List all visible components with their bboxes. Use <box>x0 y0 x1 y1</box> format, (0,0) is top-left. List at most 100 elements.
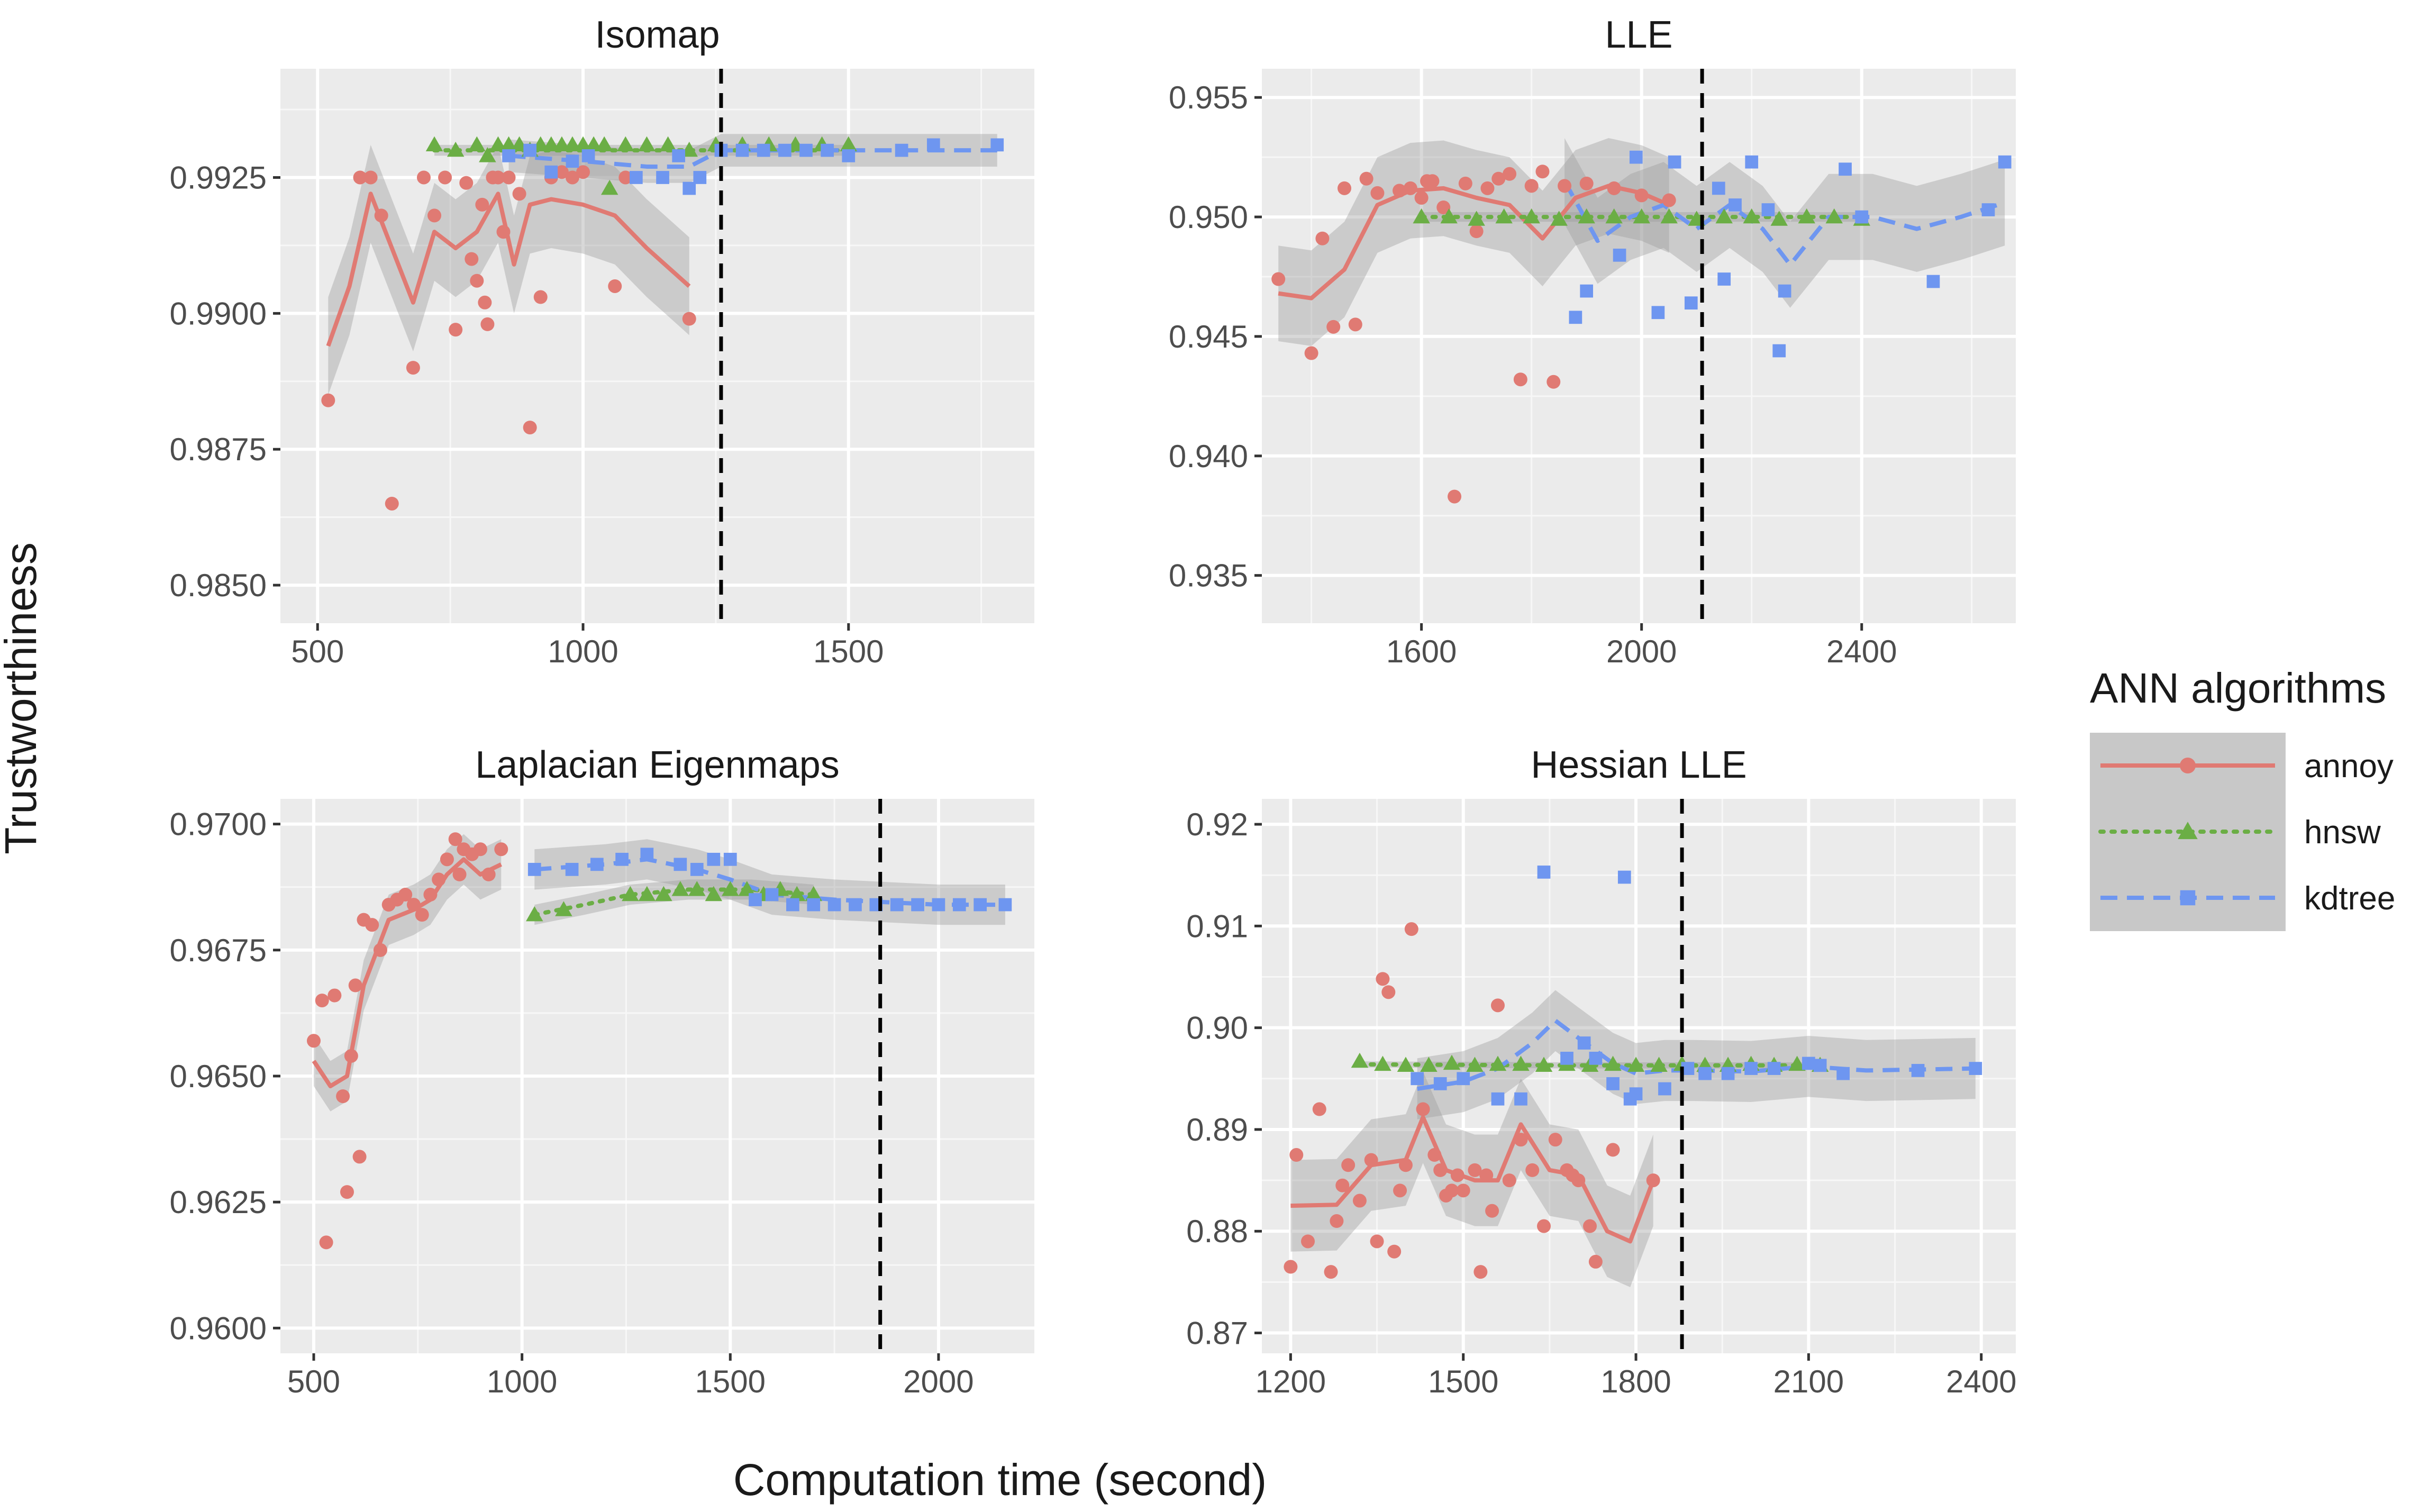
data-point-annoy <box>1370 1234 1384 1249</box>
data-point-kdtree <box>1651 306 1665 320</box>
data-point-kdtree <box>630 171 643 184</box>
data-point-kdtree <box>1537 866 1551 879</box>
data-point-hnsw <box>1523 208 1540 224</box>
data-point-annoy <box>1398 1158 1413 1172</box>
data-point-kdtree <box>821 143 834 157</box>
data-point-annoy <box>1370 186 1385 200</box>
data-point-kdtree <box>974 898 987 912</box>
data-point-hnsw <box>1440 208 1458 224</box>
data-point-annoy <box>480 317 495 331</box>
tick-label-x: 2000 <box>1606 634 1677 669</box>
data-point-hnsw <box>1604 1055 1622 1071</box>
tick-label-x: 1600 <box>1386 634 1457 669</box>
data-point-annoy <box>1376 972 1390 986</box>
data-point-kdtree <box>1629 1087 1643 1101</box>
tick-label-y: 0.9900 <box>169 296 267 331</box>
data-point-kdtree <box>786 898 799 912</box>
data-point-hnsw <box>1798 208 1815 224</box>
data-point-kdtree <box>932 898 945 912</box>
tick-label-y: 0.950 <box>1169 199 1248 235</box>
data-point-annoy <box>306 1034 321 1048</box>
data-point-annoy <box>438 170 452 185</box>
data-point-kdtree <box>911 898 924 912</box>
data-point-hnsw <box>468 136 486 152</box>
data-point-annoy <box>1381 985 1396 999</box>
data-point-kdtree <box>849 898 862 912</box>
panel-title: LLE <box>1605 14 1672 56</box>
data-point-annoy <box>618 170 633 185</box>
data-point-kdtree <box>1684 296 1698 310</box>
data-point-annoy <box>1416 1102 1430 1116</box>
y-axis-title: Trustworthiness <box>0 542 46 854</box>
data-point-annoy <box>385 496 399 511</box>
data-point-annoy <box>1546 375 1561 389</box>
plot-area <box>1271 138 2012 504</box>
data-point-kdtree <box>952 898 966 912</box>
data-point-hnsw <box>1627 1056 1645 1072</box>
data-point-annoy <box>1606 1143 1620 1157</box>
data-point-annoy <box>416 170 431 185</box>
data-point-hnsw <box>1512 1055 1530 1071</box>
data-point-hnsw <box>1374 1055 1391 1071</box>
data-point-hnsw <box>1770 211 1788 226</box>
data-point-annoy <box>374 208 388 223</box>
data-point-annoy <box>1513 372 1527 387</box>
data-point-kdtree <box>827 898 841 912</box>
tick-label-y: 0.940 <box>1169 439 1248 474</box>
data-point-hnsw <box>525 906 543 922</box>
data-point-annoy <box>1583 1219 1597 1233</box>
data-point-hnsw <box>1743 208 1760 224</box>
panel-title: Isomap <box>595 14 720 56</box>
data-point-annoy <box>373 943 387 957</box>
panel-2: 1600 2000 2400 0.935 0.940 0.945 0.950 0.955 LLE <box>1169 14 2016 669</box>
data-point-annoy <box>1433 1163 1448 1177</box>
data-point-hnsw <box>1397 1056 1415 1072</box>
data-point-annoy <box>1387 1244 1402 1259</box>
data-point-annoy <box>348 978 362 992</box>
data-point-annoy <box>1335 1178 1350 1192</box>
data-point-annoy <box>1535 165 1550 179</box>
data-point-annoy <box>1393 184 1407 198</box>
data-point-hnsw <box>1420 1056 1438 1072</box>
data-point-annoy <box>1502 1173 1516 1188</box>
data-point-annoy <box>1271 272 1286 286</box>
data-point-kdtree <box>1969 1062 1982 1075</box>
data-point-annoy <box>608 279 622 293</box>
data-point-annoy <box>1503 167 1517 181</box>
data-point-hnsw <box>1788 1055 1806 1071</box>
data-point-kdtree <box>1855 210 1869 224</box>
data-point-annoy <box>1525 1163 1540 1177</box>
data-point-kdtree <box>1745 155 1759 169</box>
data-point-hnsw <box>1715 208 1733 224</box>
panel-4: 1200 1500 1800 2100 2400 0.87 0.88 0.89 0.90 0.91… <box>1186 744 2016 1399</box>
smooth-line-hnsw <box>532 887 816 917</box>
data-point-annoy <box>1289 1148 1304 1162</box>
tick-label-y: 0.89 <box>1186 1112 1248 1147</box>
data-point-annoy <box>523 421 537 435</box>
data-point-annoy <box>1485 1204 1499 1218</box>
data-point-annoy <box>1473 1265 1488 1279</box>
data-point-kdtree <box>1767 1062 1781 1075</box>
plot-area <box>306 832 1012 1250</box>
data-point-annoy <box>473 842 487 857</box>
data-point-kdtree <box>672 149 685 162</box>
data-point-annoy <box>1479 1168 1494 1182</box>
data-point-hnsw <box>425 136 443 152</box>
data-point-kdtree <box>842 149 856 162</box>
data-point-annoy <box>565 170 579 185</box>
data-point-annoy <box>1646 1173 1660 1188</box>
legend: ANN algorithms annoy hnsw kdtree <box>2090 664 2395 931</box>
data-point-hnsw <box>659 136 677 152</box>
tick-label-y: 0.945 <box>1169 319 1248 354</box>
data-point-kdtree <box>1813 1059 1827 1072</box>
data-point-hnsw <box>1351 1052 1369 1068</box>
tick-label-x: 2400 <box>1826 634 1897 669</box>
data-point-kdtree <box>1698 1067 1712 1080</box>
tick-label-x: 1000 <box>487 1364 557 1399</box>
data-point-hnsw <box>601 179 618 195</box>
panel-title: Hessian LLE <box>1531 744 1746 786</box>
data-point-annoy <box>1480 181 1495 195</box>
data-point-annoy <box>406 361 420 375</box>
data-point-annoy <box>1284 1260 1298 1274</box>
data-point-kdtree <box>640 848 654 861</box>
